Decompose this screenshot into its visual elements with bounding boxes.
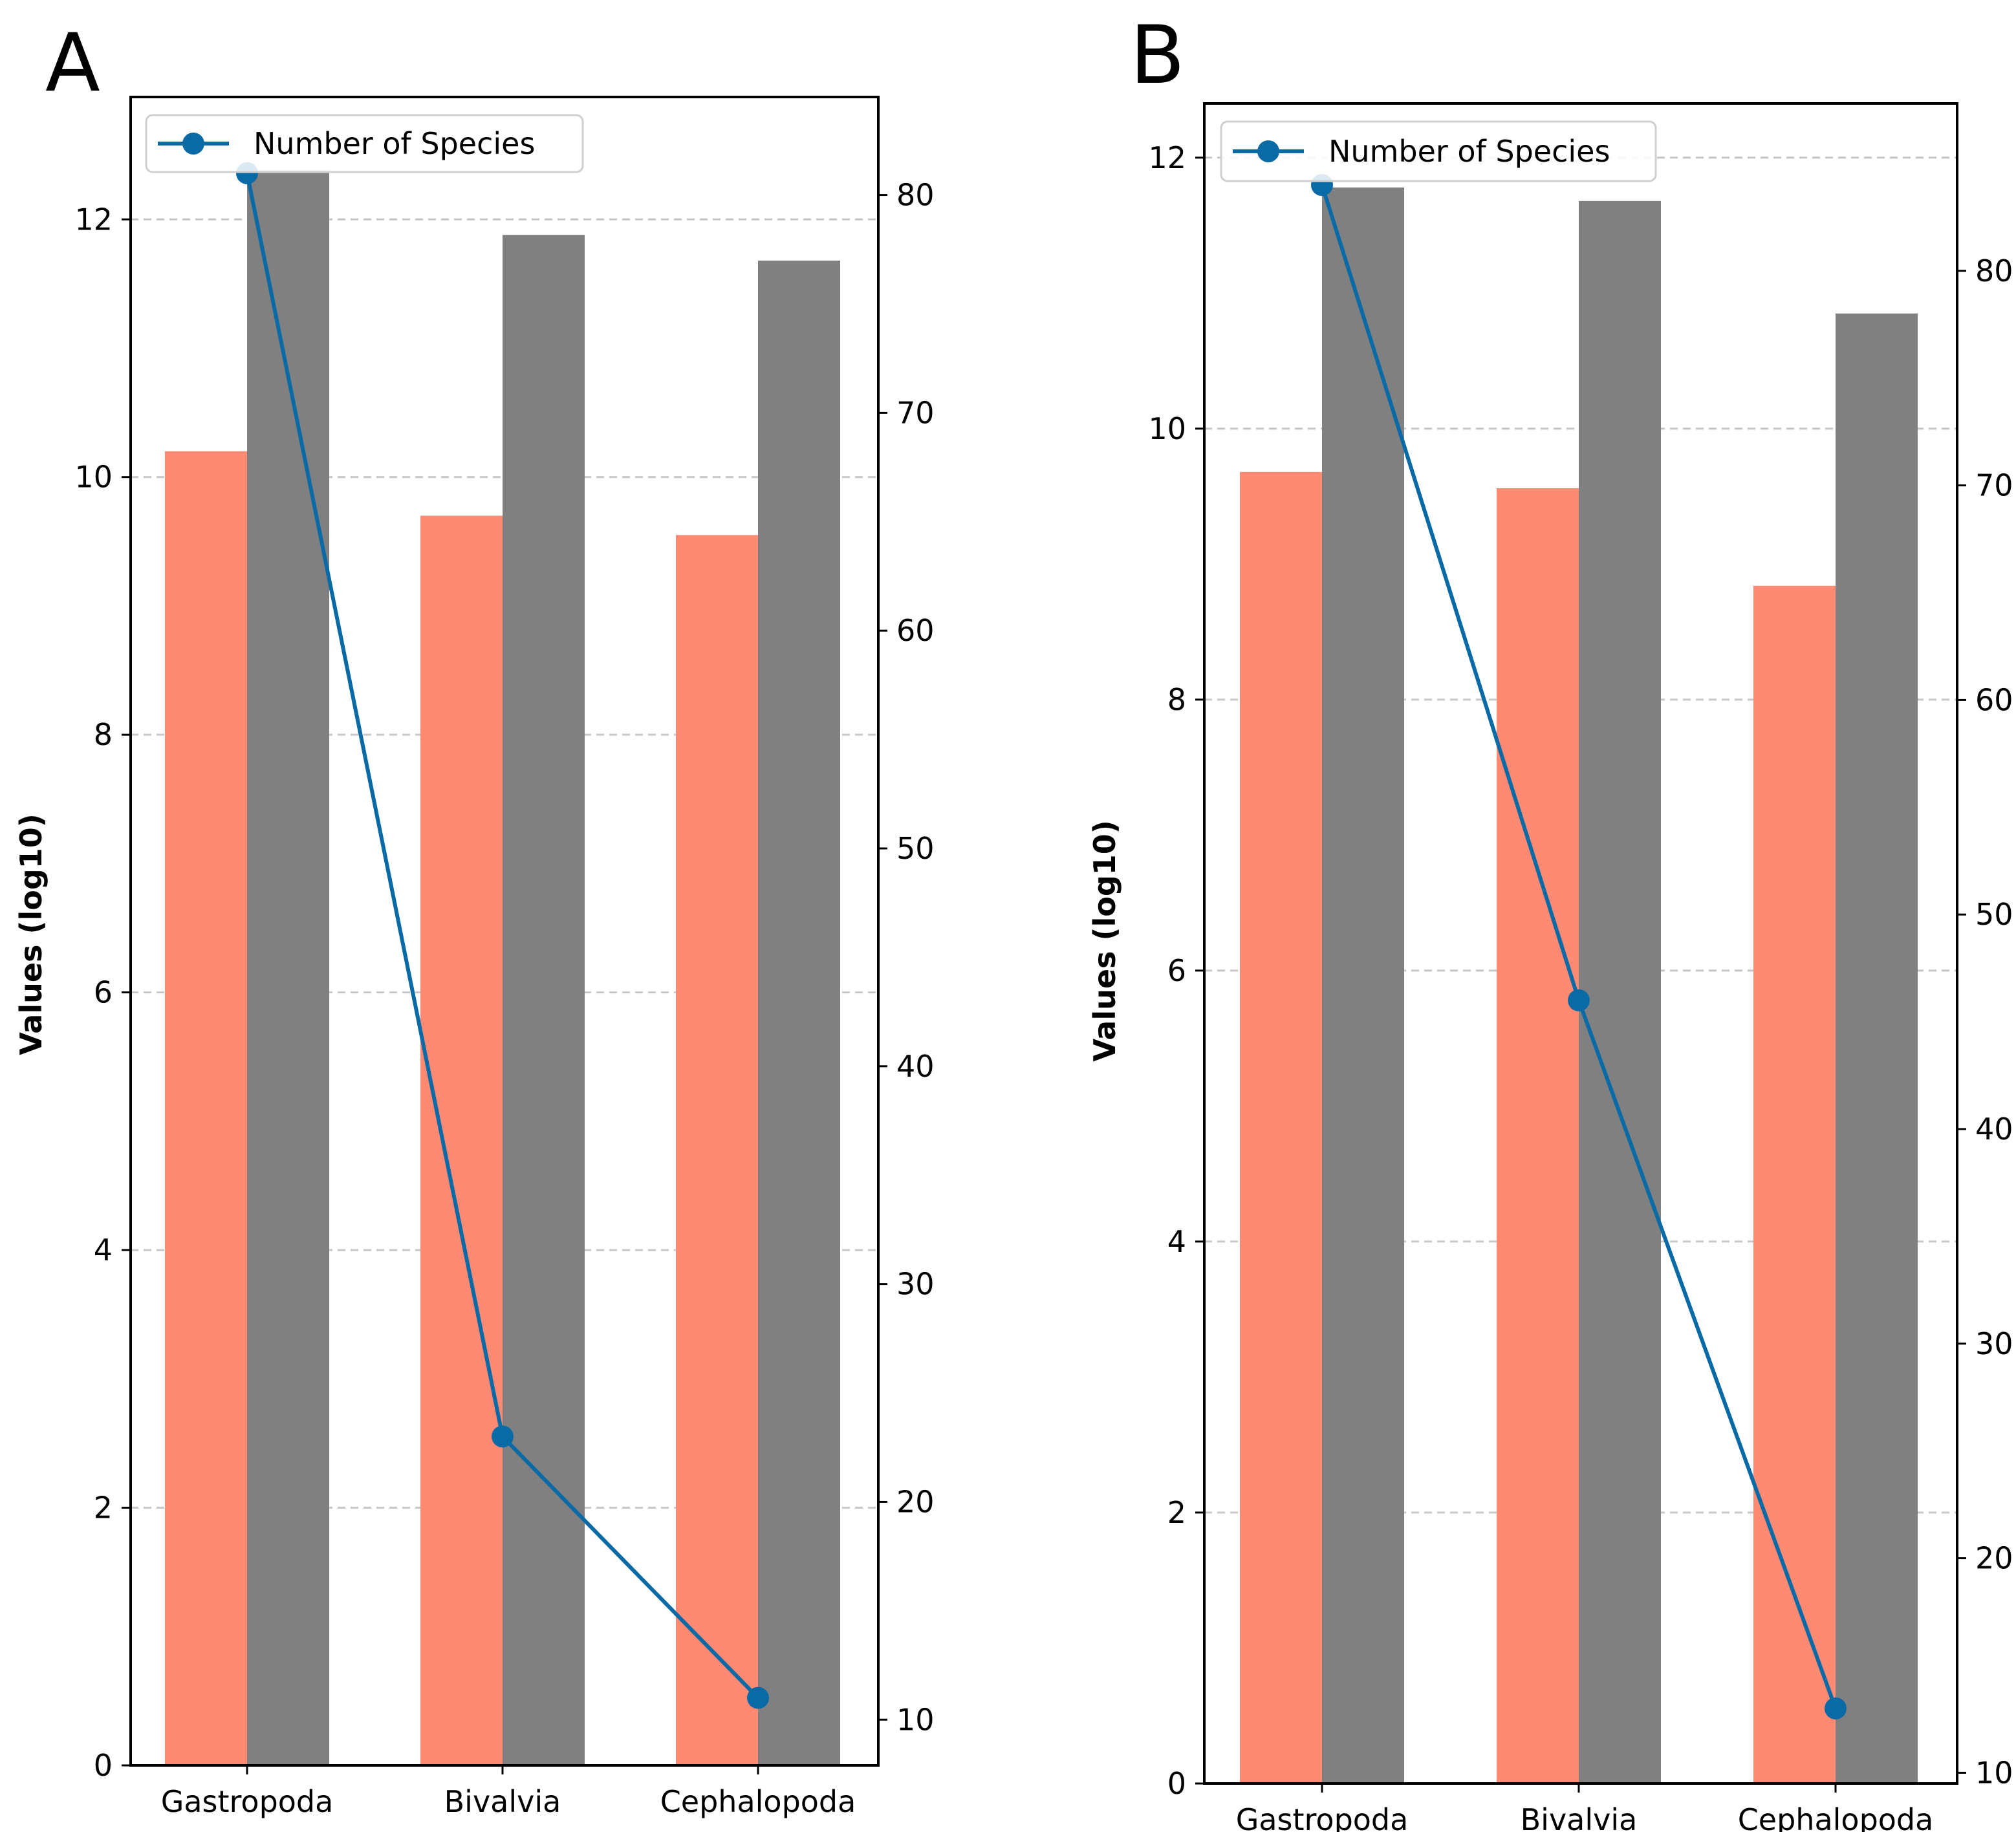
panel-b-left-tick-label: 8 xyxy=(1167,682,1186,717)
panel-b-left-axis: 0 2 4 6 8 10 12 xyxy=(1148,140,1204,1801)
panel-a-right-tick-label: 50 xyxy=(896,831,935,866)
panel-b-left-tick-label: 2 xyxy=(1167,1495,1186,1530)
panel-a-left-axis: 0 2 4 6 8 10 12 xyxy=(74,202,131,1783)
panel-a-left-tick-label: 0 xyxy=(94,1748,113,1783)
panel-b-right-tick-label: 40 xyxy=(1975,1112,2013,1147)
panel-a-species-point-bivalvia xyxy=(492,1425,514,1448)
panel-a-left-tick-label: 6 xyxy=(94,975,113,1010)
panel-a-bars xyxy=(165,170,840,1766)
panel-a-bar-cephalopoda-2 xyxy=(758,261,840,1766)
panel-a-line-series xyxy=(236,162,769,1709)
panel-b-right-tick-label: 30 xyxy=(1975,1326,2013,1361)
panel-a-right-tick-label: 20 xyxy=(896,1484,935,1519)
panel-b-axes-frame xyxy=(1203,102,1958,1785)
panel-b-species-point-cephalopoda xyxy=(1825,1697,1847,1719)
panel-a-x-tick-label: Cephalopoda xyxy=(660,1784,856,1819)
panel-a-axes-frame xyxy=(129,96,880,1767)
panel-a-legend-label: Number of Species xyxy=(254,126,535,161)
panel-a-x-axis: Gastropoda Bivalvia Cephalopoda xyxy=(161,1765,856,1819)
panel-b-bars xyxy=(1240,187,1918,1784)
panel-a-right-tick-label: 60 xyxy=(896,613,935,648)
panel-a-bar-bivalvia-1 xyxy=(420,515,503,1765)
panel-a-right-tick-label: 30 xyxy=(896,1267,935,1302)
panel-b-x-tick-label: Cephalopoda xyxy=(1738,1802,1934,1832)
panel-a-left-tick-label: 8 xyxy=(94,717,113,752)
panel-a-bar-gastropoda-2 xyxy=(247,170,329,1766)
panel-a-y-axis-label: Values (log10) xyxy=(14,814,49,1055)
panel-b-bar-cephalopoda-2 xyxy=(1836,313,1918,1784)
panel-b-bar-gastropoda-1 xyxy=(1240,471,1322,1784)
panel-b-legend-label: Number of Species xyxy=(1328,134,1610,169)
panel-b: B 0 2 4 6 8 10 12 10 20 30 40 50 60 70 80 Gastropoda B… xyxy=(1087,9,2013,1832)
panel-b-bar-gastropoda-2 xyxy=(1322,187,1404,1784)
panel-a-x-tick-label: Bivalvia xyxy=(444,1784,561,1819)
panel-a-legend-box xyxy=(145,114,584,173)
panel-b-x-axis: Gastropoda Bivalvia Cephalopoda xyxy=(1236,1784,1934,1832)
panel-b-left-tick-label: 10 xyxy=(1148,411,1186,446)
panel-b-bar-cephalopoda-1 xyxy=(1753,585,1836,1784)
panel-b-x-tick-label: Gastropoda xyxy=(1236,1802,1409,1832)
panel-b-bar-bivalvia-1 xyxy=(1497,488,1579,1784)
panel-a-x-tick-label: Gastropoda xyxy=(161,1784,334,1819)
panel-b-y-axis-label: Values (log10) xyxy=(1087,820,1122,1062)
panel-b-right-tick-label: 50 xyxy=(1975,897,2013,932)
panel-a-left-tick-label: 12 xyxy=(74,202,113,237)
panel-b-line-series xyxy=(1311,174,1847,1719)
panel-a-left-tick-label: 10 xyxy=(74,460,113,495)
panel-b-bar-bivalvia-2 xyxy=(1579,200,1661,1784)
panel-a-right-tick-label: 40 xyxy=(896,1049,935,1084)
panel-a-right-axis: 10 20 30 40 50 60 70 80 xyxy=(878,178,935,1737)
panel-b-left-tick-label: 12 xyxy=(1148,140,1186,175)
panel-a-right-tick-label: 70 xyxy=(896,395,935,430)
panel-a-plot-border xyxy=(129,96,880,1767)
panel-b-left-tick-label: 6 xyxy=(1167,953,1186,988)
panel-a-legend: Number of Species xyxy=(145,114,584,173)
panel-b-plot-border xyxy=(1203,102,1958,1785)
panel-a: A 0 2 4 6 8 10 12 10 20 30 40 50 60 70 80 Gastropoda B… xyxy=(14,17,935,1819)
panel-b-left-tick-label: 0 xyxy=(1167,1766,1186,1801)
panel-a-legend-marker-icon xyxy=(182,133,204,155)
panel-b-legend: Number of Species xyxy=(1220,120,1657,182)
panel-b-right-tick-label: 70 xyxy=(1975,468,2013,503)
panel-a-left-tick-label: 2 xyxy=(94,1491,113,1525)
panel-b-right-axis: 10 20 30 40 50 60 70 80 xyxy=(1957,253,2013,1790)
panel-b-legend-box xyxy=(1220,120,1657,182)
panel-b-x-tick-label: Bivalvia xyxy=(1521,1802,1638,1832)
panel-b-right-tick-label: 20 xyxy=(1975,1541,2013,1576)
panel-a-bar-gastropoda-1 xyxy=(165,451,247,1765)
panel-a-species-point-cephalopoda xyxy=(747,1687,769,1709)
panel-b-right-tick-label: 80 xyxy=(1975,253,2013,288)
panel-a-bar-cephalopoda-1 xyxy=(676,535,758,1765)
panel-a-right-tick-label: 10 xyxy=(896,1702,935,1737)
panel-b-species-point-bivalvia xyxy=(1568,989,1590,1011)
panel-a-label: A xyxy=(45,17,100,110)
panel-b-legend-marker-icon xyxy=(1257,140,1279,162)
panel-b-right-tick-label: 60 xyxy=(1975,682,2013,717)
panel-b-right-tick-label: 10 xyxy=(1975,1755,2013,1790)
panel-a-bar-bivalvia-2 xyxy=(503,235,585,1765)
panel-a-left-tick-label: 4 xyxy=(94,1233,113,1267)
panel-b-left-tick-label: 4 xyxy=(1167,1224,1186,1259)
panel-a-right-tick-label: 80 xyxy=(896,178,935,213)
panel-b-label: B xyxy=(1130,9,1185,102)
